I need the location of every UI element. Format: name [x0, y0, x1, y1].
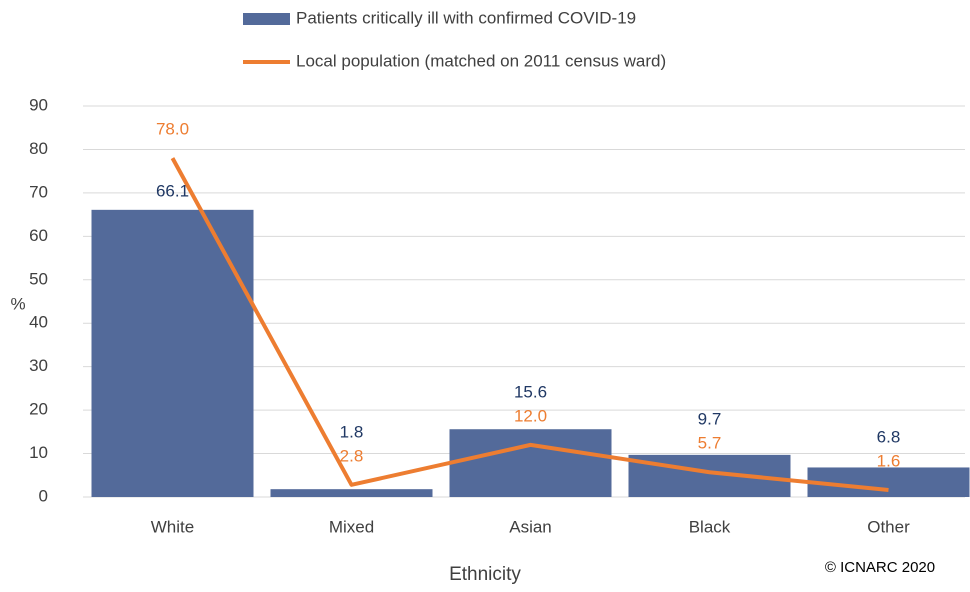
y-axis-title: %	[10, 294, 25, 313]
bar	[449, 429, 612, 497]
y-tick-label: 90	[29, 95, 48, 114]
y-tick-label: 50	[29, 269, 48, 288]
y-tick-label: 60	[29, 226, 48, 245]
data-label: 9.7	[698, 410, 722, 429]
legend-label: Local population (matched on 2011 census…	[296, 51, 666, 70]
line	[170, 157, 889, 493]
legend-swatch	[243, 13, 290, 25]
data-label: 6.8	[877, 428, 901, 447]
y-tick-label: 80	[29, 139, 48, 158]
data-label: 78.0	[156, 120, 189, 139]
copyright: © ICNARC 2020	[825, 559, 935, 576]
data-label: 1.8	[340, 422, 364, 441]
data-label: 66.1	[156, 181, 189, 200]
x-tick-label: Black	[689, 517, 731, 536]
y-tick-label: 30	[29, 356, 48, 375]
x-tick-label: Mixed	[329, 517, 374, 536]
bar	[807, 467, 970, 497]
y-tick-label: 10	[29, 443, 48, 462]
y-tick-label: 0	[39, 486, 48, 505]
legend-label: Patients critically ill with confirmed C…	[296, 8, 636, 27]
x-axis-title: Ethnicity	[449, 564, 521, 585]
y-tick-label: 20	[29, 400, 48, 419]
data-label: 1.6	[877, 452, 901, 471]
bar	[270, 489, 433, 497]
data-label: 5.7	[698, 434, 722, 453]
y-tick-label: 70	[29, 182, 48, 201]
data-label: 15.6	[514, 382, 547, 401]
bar	[91, 209, 254, 498]
x-tick-label: Asian	[509, 517, 552, 536]
x-tick-label: Other	[867, 517, 910, 536]
x-tick-label: White	[151, 517, 194, 536]
data-label: 12.0	[514, 406, 547, 425]
data-label: 2.8	[340, 446, 364, 465]
y-tick-label: 40	[29, 313, 48, 332]
